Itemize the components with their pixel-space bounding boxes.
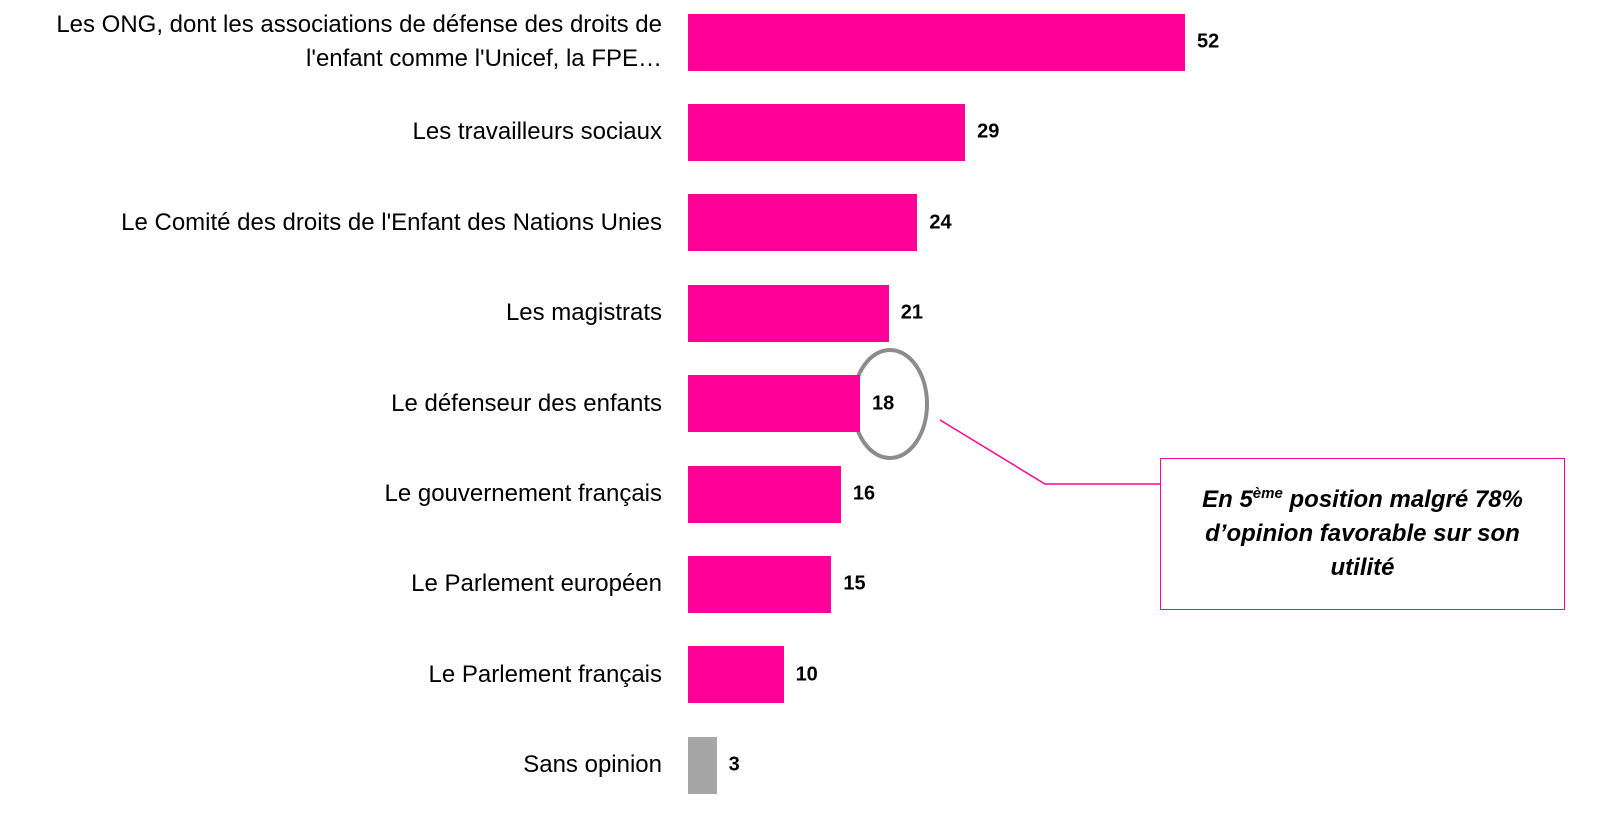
bar — [688, 465, 841, 523]
category-label: Le Parlement français — [428, 660, 662, 688]
value-label: 3 — [728, 753, 740, 776]
value-label: 29 — [977, 120, 1000, 143]
bar — [688, 646, 784, 704]
annotation-text: En 5ème position malgré 78% d’opinion fa… — [1173, 483, 1552, 585]
annotation-superscript: ème — [1252, 485, 1283, 502]
category-label: Les magistrats — [505, 299, 662, 327]
annotation-text: position malgré 78% d’opinion favorable … — [1205, 486, 1523, 581]
bar — [688, 194, 918, 252]
category-label: Les ONG, dont les associations de défens… — [56, 11, 662, 72]
bar — [688, 13, 1185, 71]
value-label: 24 — [929, 211, 952, 234]
bar — [688, 555, 832, 613]
category-label: Le défenseur des enfants — [391, 389, 662, 417]
value-label: 16 — [852, 482, 876, 505]
connector-line — [939, 419, 1160, 485]
value-label: 15 — [843, 572, 866, 595]
bar — [688, 736, 717, 794]
category-label: Le gouvernement français — [384, 480, 663, 507]
value-label: 21 — [900, 301, 923, 324]
bar — [688, 375, 861, 433]
category-label: Le Parlement européen — [411, 570, 662, 598]
value-label: 10 — [795, 663, 818, 686]
value-label: 52 — [1197, 30, 1220, 53]
category-label: Sans opinion — [523, 751, 662, 779]
category-label: Le Comité des droits de l'Enfant des Nat… — [121, 208, 662, 236]
annotation-text: En 5 — [1202, 486, 1253, 513]
category-label: Les travailleurs sociaux — [412, 118, 662, 146]
bar — [688, 103, 966, 161]
value-label: 18 — [872, 392, 895, 415]
bar — [688, 284, 889, 342]
annotation-box: En 5ème position malgré 78% d’opinion fa… — [1160, 458, 1565, 610]
